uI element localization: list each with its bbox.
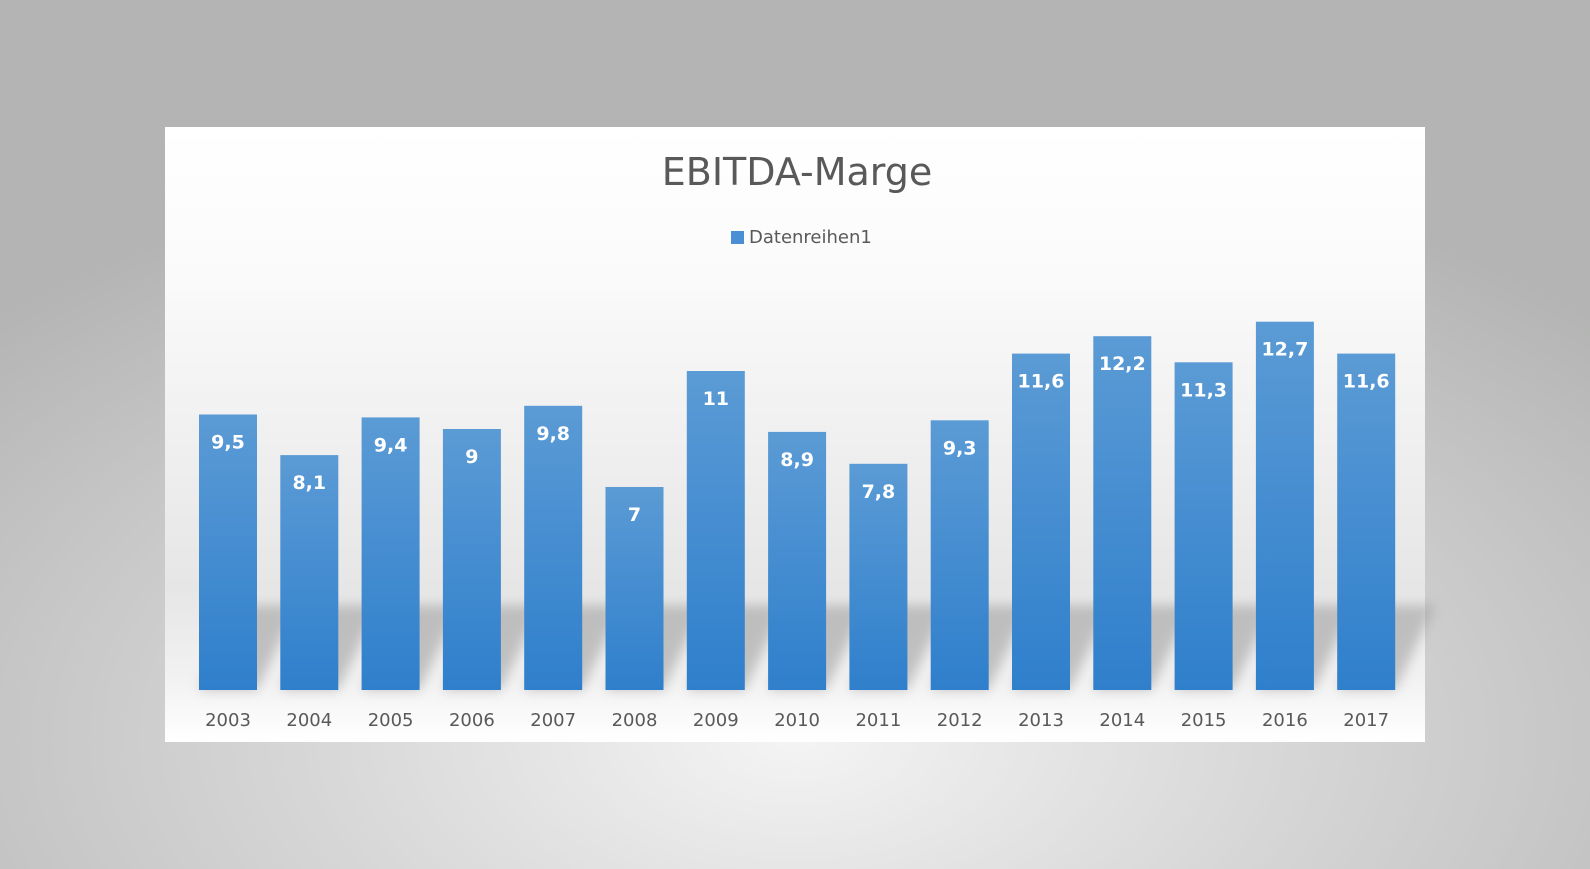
bar-2005 bbox=[361, 417, 420, 690]
x-tick-label: 2015 bbox=[1181, 710, 1227, 731]
x-tick-label: 2008 bbox=[612, 710, 658, 731]
bar-2007 bbox=[524, 405, 583, 690]
x-tick-label: 2009 bbox=[693, 710, 739, 731]
bar-2008 bbox=[605, 487, 664, 690]
data-label: 9,4 bbox=[374, 434, 408, 456]
data-label: 11,6 bbox=[1343, 371, 1390, 393]
data-label: 7 bbox=[628, 504, 641, 526]
bars: 9,5 8,1 9,4 9 9,8 7 11 8,9 7,8 9,3 11,6 12,2 11,3 12,… bbox=[199, 321, 1396, 690]
x-tick-label: 2017 bbox=[1343, 710, 1389, 731]
bar-2013 bbox=[1012, 353, 1070, 690]
x-tick-label: 2010 bbox=[774, 710, 820, 731]
data-label: 9,3 bbox=[943, 437, 977, 459]
bar-2003 bbox=[199, 414, 257, 690]
legend-marker bbox=[731, 231, 744, 244]
x-tick-label: 2007 bbox=[530, 710, 576, 731]
data-label: 12,2 bbox=[1099, 353, 1146, 375]
x-tick-label: 2003 bbox=[205, 710, 251, 731]
x-tick-label: 2013 bbox=[1018, 710, 1064, 731]
bar-2016 bbox=[1255, 321, 1314, 690]
x-axis-labels: 2003 2004 2005 2006 2007 2008 2009 2010 2011 2012… bbox=[205, 710, 1389, 731]
data-label: 9,8 bbox=[536, 423, 570, 445]
bar-2004 bbox=[280, 455, 339, 690]
x-tick-label: 2012 bbox=[937, 710, 983, 731]
bar-2009 bbox=[686, 371, 745, 690]
legend-label: Datenreihen1 bbox=[749, 227, 872, 248]
data-label: 8,1 bbox=[292, 472, 326, 494]
bar-2012 bbox=[930, 420, 989, 690]
data-label: 7,8 bbox=[862, 481, 896, 503]
x-tick-label: 2014 bbox=[1099, 710, 1145, 731]
legend: Datenreihen1 bbox=[731, 227, 872, 248]
bar-2015 bbox=[1174, 362, 1233, 690]
data-label: 11,6 bbox=[1018, 371, 1065, 393]
bar-2014 bbox=[1093, 336, 1152, 690]
x-tick-label: 2016 bbox=[1262, 710, 1308, 731]
bar-2011 bbox=[849, 463, 908, 690]
x-tick-label: 2005 bbox=[368, 710, 414, 731]
data-label: 8,9 bbox=[780, 449, 814, 471]
bar-2017 bbox=[1337, 353, 1396, 690]
x-tick-label: 2004 bbox=[286, 710, 332, 731]
data-label: 11,3 bbox=[1180, 379, 1227, 401]
bar-2006 bbox=[442, 429, 501, 690]
data-label: 9,5 bbox=[211, 432, 245, 454]
data-label: 11 bbox=[703, 388, 729, 410]
x-tick-label: 2011 bbox=[855, 710, 901, 731]
data-label: 9 bbox=[465, 446, 478, 468]
chart-title: EBITDA-Marge bbox=[662, 150, 933, 194]
bar-2010 bbox=[768, 431, 827, 690]
data-label: 12,7 bbox=[1261, 339, 1308, 361]
x-tick-label: 2006 bbox=[449, 710, 495, 731]
